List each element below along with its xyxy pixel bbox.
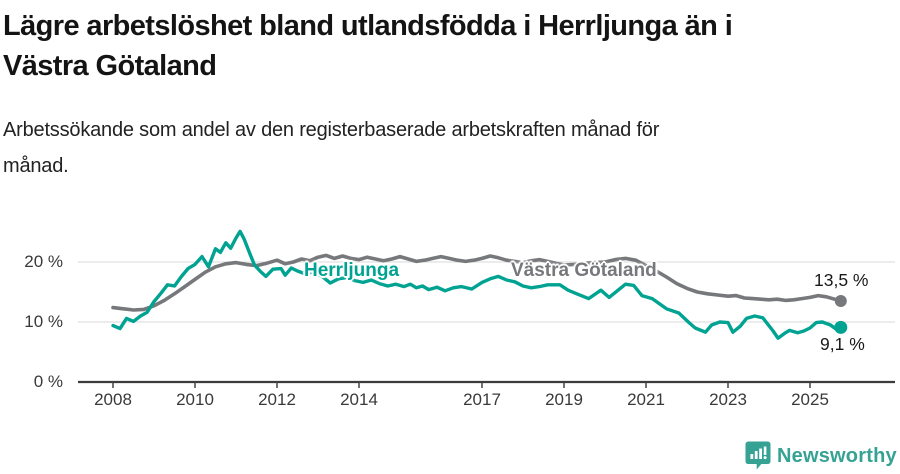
end-value-vastra-gotaland: 13,5 % [814,270,869,290]
axis-tickmarks [112,382,811,388]
x-tick-label: 2023 [709,390,747,409]
chart-subtitle: Arbetssökande som andel av den registerb… [3,119,660,177]
herrljunga-line [111,229,843,340]
y-tick-label: 10 % [24,312,63,331]
series-label-vastra-gotaland: Västra Götaland [511,260,657,281]
vastra-gotaland-line [111,253,843,312]
x-tick-label: 2014 [340,390,378,409]
gridlines [78,261,895,323]
series-label-herrljunga: Herrljunga [304,260,400,281]
x-tick-label: 2017 [463,390,501,409]
newsworthy-icon [745,441,771,470]
y-tick-label: 0 % [33,372,63,391]
x-tick-label: 2012 [258,390,296,409]
y-tick-label: 20 % [24,252,63,271]
x-tick-label: 2010 [176,390,214,409]
x-tick-label: 2019 [545,390,583,409]
chart-title: Lägre arbetslöshet bland utlandsfödda i … [3,10,733,82]
x-tick-label: 2008 [94,390,132,409]
herrljunga-end-dot [834,320,848,334]
newsworthy-wordmark: Newsworthy [777,444,897,467]
newsworthy-logo[interactable]: Newsworthy [745,441,897,470]
vastra-gotaland-end-dot [834,295,847,307]
x-tick-label: 2025 [791,390,829,409]
x-tick-label: 2021 [627,390,665,409]
end-value-herrljunga: 9,1 % [820,334,865,354]
